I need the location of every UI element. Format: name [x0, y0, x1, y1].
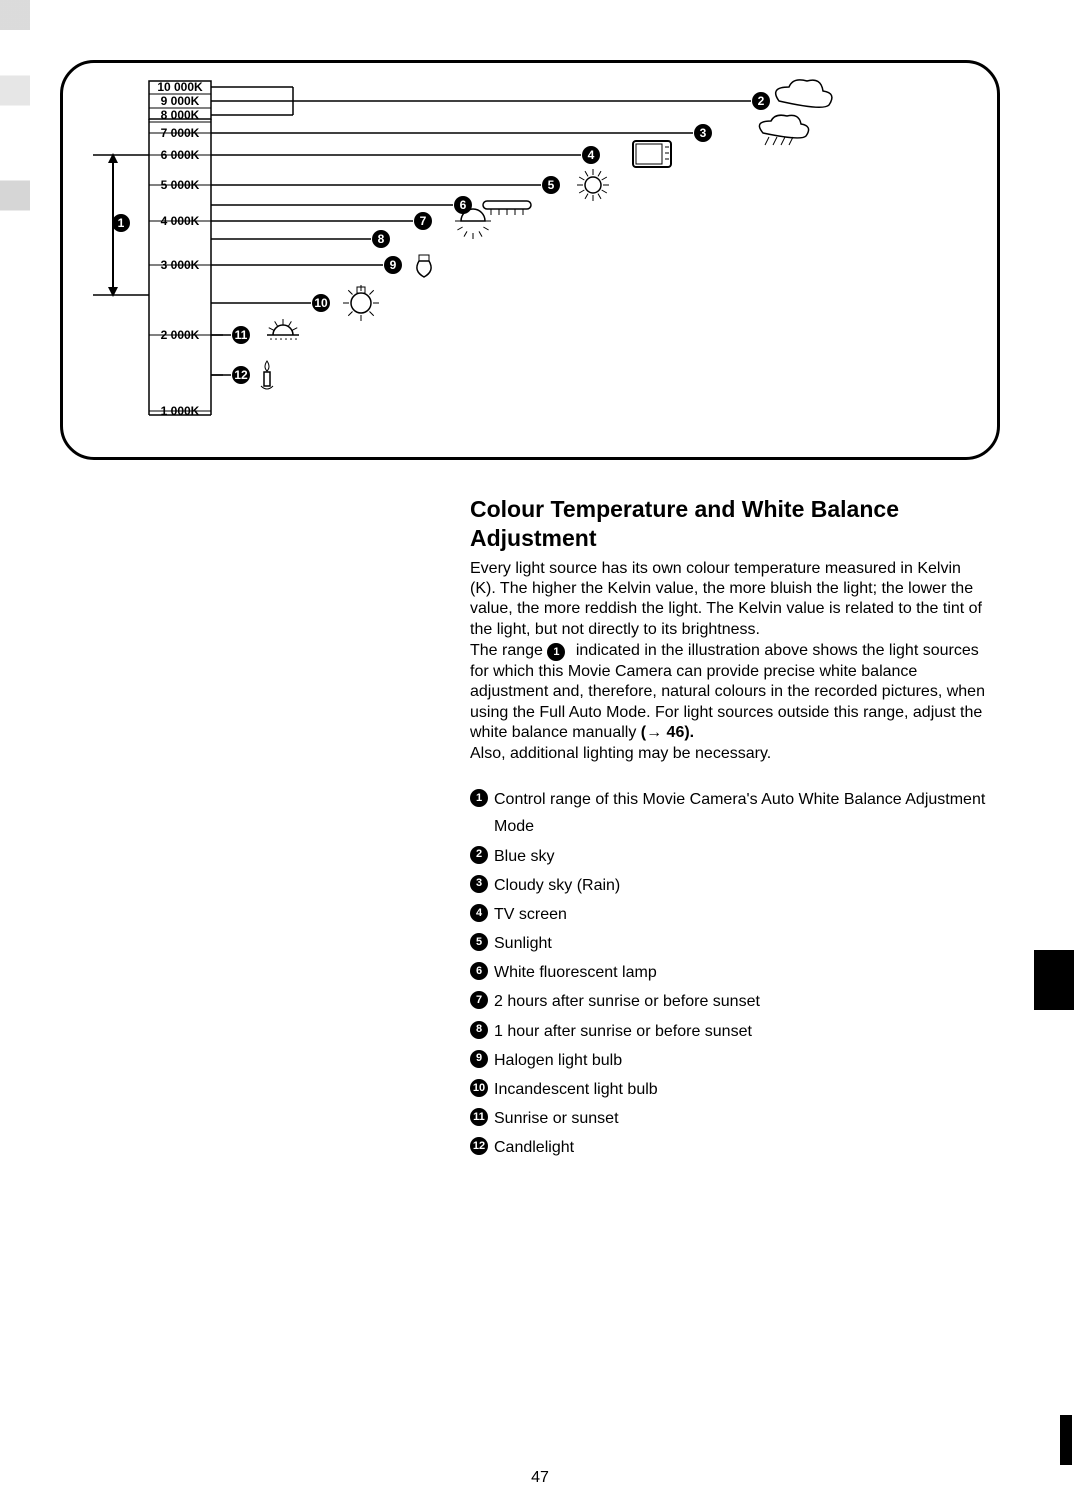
legend-item: 4 TV screen	[470, 901, 990, 928]
scan-artifact	[0, 0, 30, 1505]
manual-page: 10 000K9 000K8 000K 7 000K 6 000K 5 000K 4 0…	[0, 0, 1080, 1505]
thumb-index-block	[1034, 950, 1074, 1010]
svg-text:3 000K: 3 000K	[161, 258, 200, 272]
svg-text:1 000K: 1 000K	[161, 404, 200, 418]
paragraph-1: Every light source has its own colour te…	[470, 559, 990, 641]
svg-text:11: 11	[235, 328, 248, 342]
legend-text: Sunrise or sunset	[494, 1105, 990, 1132]
legend-text: Halogen light bulb	[494, 1047, 990, 1074]
svg-text:7: 7	[420, 214, 427, 228]
legend-item: 7 2 hours after sunrise or before sunset	[470, 988, 990, 1015]
legend-badge: 6	[470, 962, 488, 980]
svg-text:10: 10	[314, 296, 328, 310]
legend-badge: 8	[470, 1021, 488, 1039]
legend-item: 1 Control range of this Movie Camera's Au…	[470, 786, 990, 840]
legend-item: 10 Incandescent light bulb	[470, 1076, 990, 1103]
legend-item: 5 Sunlight	[470, 930, 990, 957]
svg-text:9 000K: 9 000K	[161, 94, 200, 108]
legend-item: 11 Sunrise or sunset	[470, 1105, 990, 1132]
p2-pre: The range	[470, 642, 547, 659]
scan-edge-mark	[1060, 1415, 1072, 1465]
svg-text:4 000K: 4 000K	[161, 214, 200, 228]
kelvin-diagram: 10 000K9 000K8 000K 7 000K 6 000K 5 000K 4 0…	[63, 63, 1003, 463]
legend-badge: 10	[470, 1079, 488, 1097]
legend-badge: 9	[470, 1050, 488, 1068]
svg-text:8 000K: 8 000K	[161, 108, 200, 122]
legend-list: 1 Control range of this Movie Camera's Au…	[470, 786, 990, 1161]
kelvin-diagram-frame: 10 000K9 000K8 000K 7 000K 6 000K 5 000K 4 0…	[60, 60, 1000, 460]
svg-text:6: 6	[460, 198, 467, 212]
legend-badge: 12	[470, 1137, 488, 1155]
section-heading: Colour Temperature and White Balance Adj…	[470, 495, 990, 553]
legend-item: 2 Blue sky	[470, 843, 990, 870]
legend-text: 1 hour after sunrise or before sunset	[494, 1018, 990, 1045]
legend-badge: 11	[470, 1108, 488, 1126]
legend-badge: 2	[470, 846, 488, 864]
paragraph-3: Also, additional lighting may be necessa…	[470, 744, 990, 764]
svg-text:1: 1	[118, 216, 125, 230]
legend-item: 9 Halogen light bulb	[470, 1047, 990, 1074]
text-column: Colour Temperature and White Balance Adj…	[470, 495, 990, 1164]
svg-text:12: 12	[234, 368, 248, 382]
legend-badge: 4	[470, 904, 488, 922]
paragraph-2: The range 1 indicated in the illustratio…	[470, 640, 990, 743]
legend-text: 2 hours after sunrise or before sunset	[494, 988, 990, 1015]
legend-item: 12 Candlelight	[470, 1134, 990, 1161]
legend-text: Incandescent light bulb	[494, 1076, 990, 1103]
svg-text:9: 9	[390, 258, 397, 272]
legend-text: Control range of this Movie Camera's Aut…	[494, 786, 990, 840]
legend-text: Blue sky	[494, 843, 990, 870]
svg-text:7 000K: 7 000K	[161, 126, 200, 140]
legend-badge: 3	[470, 875, 488, 893]
legend-badge: 5	[470, 933, 488, 951]
svg-text:3: 3	[700, 126, 707, 140]
legend-item: 6 White fluorescent lamp	[470, 959, 990, 986]
legend-item: 3 Cloudy sky (Rain)	[470, 872, 990, 899]
svg-text:2 000K: 2 000K	[161, 328, 200, 342]
legend-badge: 1	[470, 789, 488, 807]
legend-item: 8 1 hour after sunrise or before sunset	[470, 1018, 990, 1045]
svg-text:5: 5	[548, 178, 555, 192]
p2-ref: (→ 46).	[641, 724, 694, 741]
svg-text:8: 8	[378, 232, 385, 246]
legend-badge: 7	[470, 991, 488, 1009]
svg-text:4: 4	[588, 148, 595, 162]
inline-badge-1: 1	[547, 643, 565, 661]
svg-text:5 000K: 5 000K	[161, 178, 200, 192]
svg-text:10 000K: 10 000K	[157, 80, 203, 94]
legend-text: TV screen	[494, 901, 990, 928]
svg-text:2: 2	[758, 94, 765, 108]
legend-text: Cloudy sky (Rain)	[494, 872, 990, 899]
svg-text:6 000K: 6 000K	[161, 148, 200, 162]
legend-text: Sunlight	[494, 930, 990, 957]
legend-text: Candlelight	[494, 1134, 990, 1161]
legend-text: White fluorescent lamp	[494, 959, 990, 986]
page-number: 47	[0, 1469, 1080, 1487]
